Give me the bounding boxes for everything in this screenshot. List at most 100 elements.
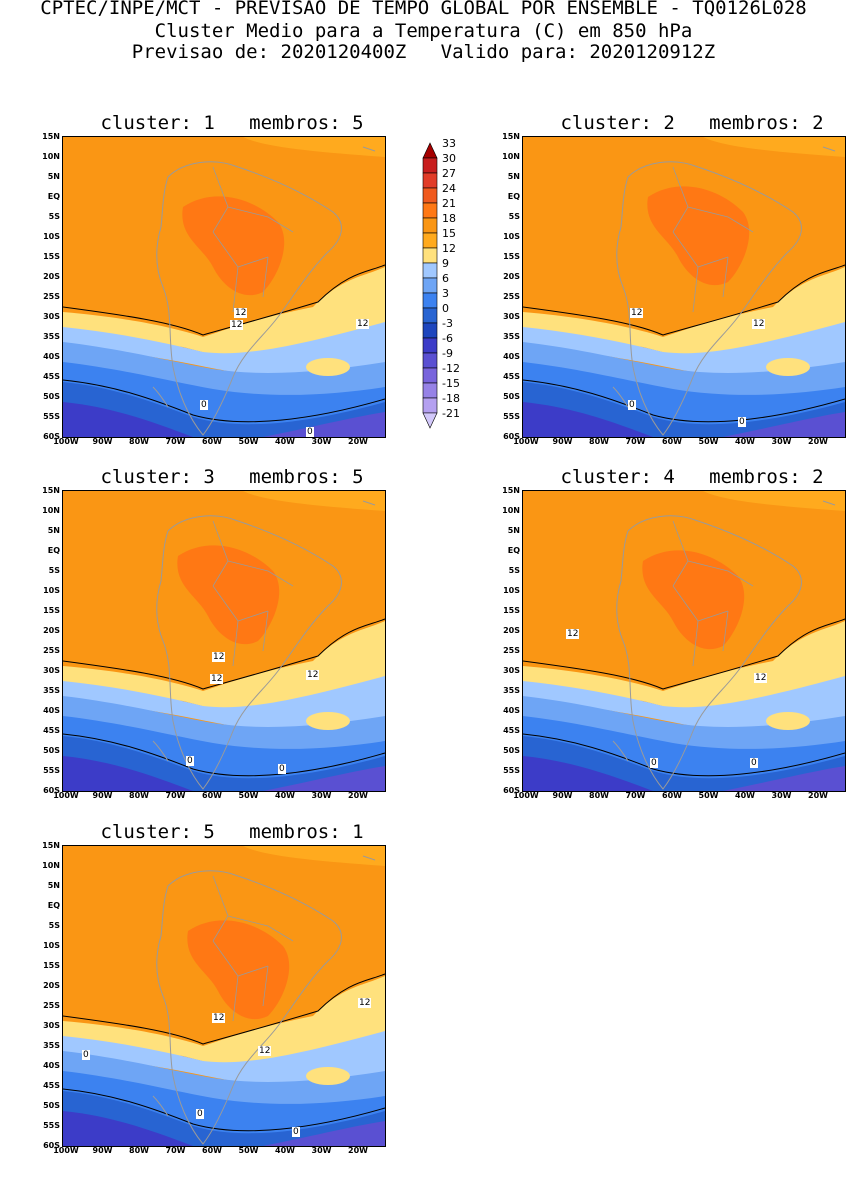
longitude-label: 60W <box>662 437 682 446</box>
temperature-map <box>62 136 386 438</box>
latitude-label: 40S <box>43 352 60 361</box>
latitude-label: 45S <box>43 372 60 381</box>
latitude-label: 5S <box>48 921 60 930</box>
forecast-dates: Previsao de: 2020120400Z Valido para: 20… <box>131 41 716 63</box>
colorbar-swatch <box>422 142 438 159</box>
latitude-label: 50S <box>43 1101 60 1110</box>
colorbar-label: -15 <box>442 377 460 390</box>
colorbar-legend: 33 30 27 24 21 18 15 12 9 6 3 0 -3 -6 -9 -12 -15 -18 -21 <box>420 133 480 443</box>
colorbar-swatch <box>422 292 438 309</box>
latitude-label: 25S <box>43 1001 60 1010</box>
latitude-label: 15S <box>43 606 60 615</box>
latitude-label: 15S <box>503 606 520 615</box>
latitude-label: 55S <box>43 766 60 775</box>
latitude-label: 45S <box>43 1081 60 1090</box>
longitude-label: 50W <box>238 437 259 446</box>
colorbar-swatch <box>422 322 438 339</box>
contour-label: 0 <box>292 1127 300 1137</box>
latitude-label: 50S <box>43 746 60 755</box>
contour-label: 0 <box>306 427 314 437</box>
contour-label: 0 <box>628 400 636 410</box>
latitude-label: 35S <box>503 332 520 341</box>
latitude-label: 10S <box>43 586 60 595</box>
latitude-label: 55S <box>503 766 520 775</box>
longitude-label: 60W <box>662 791 682 800</box>
panel-title: cluster: 3 membros: 5 <box>100 466 364 488</box>
latitude-label: 10N <box>42 152 60 161</box>
latitude-label: 25S <box>503 292 520 301</box>
colorbar-label: -6 <box>442 332 453 345</box>
latitude-label: 10N <box>42 861 60 870</box>
map-panel-3: cluster: 3 membros: 5 <box>22 467 402 822</box>
longitude-label: 90W <box>552 791 573 800</box>
longitude-label: 20W <box>348 437 368 446</box>
latitude-label: 30S <box>43 666 60 675</box>
latitude-label: 15N <box>42 486 60 495</box>
latitude-label: 5S <box>508 212 520 221</box>
colorbar-swatch <box>422 202 438 219</box>
latitude-label: 40S <box>503 352 520 361</box>
longitude-label: 90W <box>92 437 113 446</box>
latitude-label: 5N <box>47 881 60 890</box>
contour-label: 12 <box>752 319 766 329</box>
longitude-label: 30W <box>771 437 792 446</box>
colorbar-label: -12 <box>442 362 460 375</box>
longitude-label: 70W <box>165 1146 186 1155</box>
panel-title: cluster: 2 membros: 2 <box>560 112 824 134</box>
latitude-label: 5N <box>47 526 60 535</box>
longitude-label: 100W <box>53 437 79 446</box>
latitude-label: EQ <box>507 192 520 201</box>
latitude-label: 5S <box>48 212 60 221</box>
colorbar-swatch <box>422 232 438 249</box>
colorbar-label: 0 <box>442 302 449 315</box>
colorbar-swatch <box>422 247 438 264</box>
longitude-label: 80W <box>129 791 149 800</box>
latitude-label: 10N <box>502 506 520 515</box>
latitude-label: 15N <box>42 841 60 850</box>
longitude-label: 100W <box>513 437 539 446</box>
latitude-label: 35S <box>43 686 60 695</box>
latitude-label: 5N <box>47 172 60 181</box>
longitude-label: 20W <box>348 1146 368 1155</box>
contour-label: 0 <box>196 1109 204 1119</box>
colorbar-label: -21 <box>442 407 460 420</box>
colorbar-swatch <box>422 337 438 354</box>
latitude-label: 30S <box>43 1021 60 1030</box>
panel-title: cluster: 1 membros: 5 <box>100 112 364 134</box>
longitude-label: 20W <box>348 791 368 800</box>
latitude-label: 20S <box>503 626 520 635</box>
colorbar-label: -18 <box>442 392 460 405</box>
colorbar-swatch <box>422 367 438 384</box>
latitude-label: 60S <box>43 786 60 795</box>
contour-label: 12 <box>358 998 372 1008</box>
latitude-label: 50S <box>503 392 520 401</box>
latitude-label: 40S <box>43 1061 60 1070</box>
colorbar-swatch <box>422 157 438 174</box>
latitude-label: 20S <box>503 272 520 281</box>
main-title: CPTEC/INPE/MCT - PREVISAO DE TEMPO GLOBA… <box>40 0 807 19</box>
colorbar-label: 30 <box>442 152 456 165</box>
latitude-label: 20S <box>43 272 60 281</box>
longitude-label: 50W <box>698 791 719 800</box>
latitude-label: 35S <box>503 686 520 695</box>
latitude-label: 10N <box>42 506 60 515</box>
colorbar-label: 24 <box>442 182 456 195</box>
contour-label: 0 <box>186 756 194 766</box>
contour-label: 0 <box>738 417 746 427</box>
longitude-label: 100W <box>53 791 79 800</box>
longitude-label: 30W <box>771 791 792 800</box>
colorbar-swatch <box>422 352 438 369</box>
colorbar-swatch <box>422 277 438 294</box>
latitude-label: 15N <box>42 132 60 141</box>
map-svg <box>523 491 845 791</box>
latitude-label: 30S <box>503 666 520 675</box>
longitude-label: 80W <box>129 1146 149 1155</box>
longitude-label: 60W <box>202 791 222 800</box>
latitude-label: 5N <box>507 526 520 535</box>
colorbar-scale <box>422 142 438 429</box>
map-svg <box>63 491 385 791</box>
contour-label: 12 <box>630 308 644 318</box>
latitude-label: 15S <box>43 961 60 970</box>
latitude-label: 50S <box>43 392 60 401</box>
map-svg <box>63 846 385 1146</box>
